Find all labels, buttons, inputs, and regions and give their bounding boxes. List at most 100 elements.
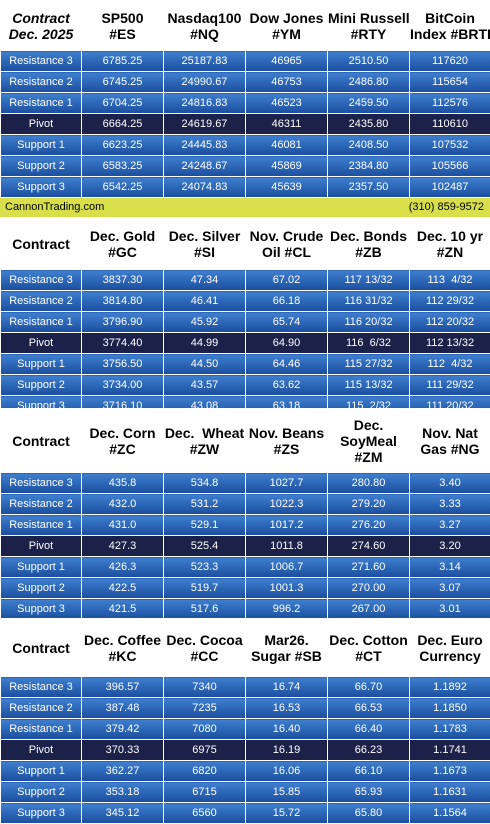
level-value: 112 4/32 <box>410 354 490 375</box>
level-label: Resistance 1 <box>1 719 82 740</box>
level-label: Pivot <box>1 740 82 761</box>
contract-header: Contract <box>1 619 82 677</box>
level-value: 45639 <box>246 177 328 198</box>
level-value: 3.40 <box>410 473 490 494</box>
level-value: 115 13/32 <box>328 375 410 396</box>
level-value: 435.8 <box>82 473 164 494</box>
level-value: 6785.25 <box>82 51 164 72</box>
level-value: 16.19 <box>246 740 328 761</box>
header-line: Dec. Wheat <box>164 425 245 441</box>
level-value: 3837.30 <box>82 270 164 291</box>
level-value: 45869 <box>246 156 328 177</box>
level-value: 6623.25 <box>82 135 164 156</box>
level-label: Support 1 <box>1 135 82 156</box>
header-line: Nov. Nat <box>410 425 490 441</box>
level-value: 996.2 <box>246 599 328 620</box>
header-line: Dec. <box>328 417 409 433</box>
level-value: 2459.50 <box>328 93 410 114</box>
level-value: 1.1631 <box>410 782 490 803</box>
header-line: Dec. Corn <box>82 425 163 441</box>
level-value: 16.06 <box>246 761 328 782</box>
level-label: Support 1 <box>1 557 82 578</box>
level-value: 24248.67 <box>164 156 246 177</box>
level-value: 1.1850 <box>410 698 490 719</box>
level-label: Support 2 <box>1 782 82 803</box>
level-value: 2435.80 <box>328 114 410 135</box>
level-value: 45.92 <box>164 312 246 333</box>
level-value: 523.3 <box>164 557 246 578</box>
level-value: 6542.25 <box>82 177 164 198</box>
level-value: 117 13/32 <box>328 270 410 291</box>
level-value: 271.60 <box>328 557 410 578</box>
level-value: 517.6 <box>164 599 246 620</box>
header-line: Dec. Coffee <box>82 632 163 648</box>
level-value: 7235 <box>164 698 246 719</box>
level-value: 6820 <box>164 761 246 782</box>
level-value: 3814.80 <box>82 291 164 312</box>
level-value: 47.34 <box>164 270 246 291</box>
level-label: Pivot <box>1 536 82 557</box>
level-value: 1011.8 <box>246 536 328 557</box>
level-value: 2384.80 <box>328 156 410 177</box>
level-value: 2357.50 <box>328 177 410 198</box>
level-value: 2510.50 <box>328 51 410 72</box>
level-value: 525.4 <box>164 536 246 557</box>
level-value: 24990.67 <box>164 72 246 93</box>
level-value: 396.57 <box>82 677 164 698</box>
level-value: 1.1892 <box>410 677 490 698</box>
level-value: 107532 <box>410 135 490 156</box>
level-value: 3796.90 <box>82 312 164 333</box>
level-value: 66.18 <box>246 291 328 312</box>
level-label: Resistance 3 <box>1 51 82 72</box>
level-value: 65.93 <box>328 782 410 803</box>
level-value: 427.3 <box>82 536 164 557</box>
instrument-header: Mar26.Sugar #SB <box>246 619 328 677</box>
level-value: 46965 <box>246 51 328 72</box>
level-label: Support 3 <box>1 599 82 620</box>
level-value: 24619.67 <box>164 114 246 135</box>
level-value: 24445.83 <box>164 135 246 156</box>
level-value: 66.10 <box>328 761 410 782</box>
header-line: Currency <box>410 648 490 664</box>
header-line: Contract <box>1 236 81 252</box>
level-value: 46081 <box>246 135 328 156</box>
instrument-header: Dec. 10 yr#ZN <box>410 218 490 270</box>
header-line: Oil #CL <box>246 244 327 260</box>
header-line: Dec. 10 yr <box>410 228 490 244</box>
level-value: 267.00 <box>328 599 410 620</box>
header-line: Dec. Euro <box>410 632 490 648</box>
level-value: 15.72 <box>246 803 328 824</box>
level-label: Resistance 2 <box>1 494 82 515</box>
level-label: Resistance 1 <box>1 312 82 333</box>
level-value: 274.60 <box>328 536 410 557</box>
level-label: Resistance 3 <box>1 473 82 494</box>
level-value: 1017.2 <box>246 515 328 536</box>
level-value: 379.42 <box>82 719 164 740</box>
instrument-header: Dec. Bonds#ZB <box>328 218 410 270</box>
level-value: 7340 <box>164 677 246 698</box>
level-value: 3756.50 <box>82 354 164 375</box>
level-value: 24074.83 <box>164 177 246 198</box>
header-line: Dow Jones <box>246 10 327 26</box>
level-label: Support 2 <box>1 375 82 396</box>
header-line: #ZW <box>164 441 245 457</box>
level-value: 65.80 <box>328 803 410 824</box>
header-line: #GC <box>82 244 163 260</box>
level-value: 16.53 <box>246 698 328 719</box>
level-value: 1001.3 <box>246 578 328 599</box>
